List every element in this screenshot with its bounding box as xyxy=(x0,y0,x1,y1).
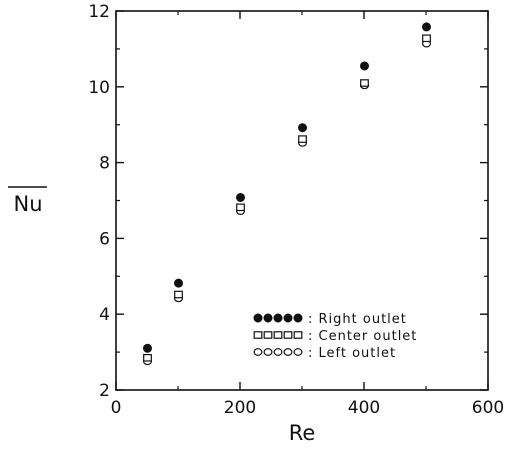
x-tick-label: 200 xyxy=(224,398,256,418)
data-point xyxy=(143,353,152,362)
legend-marker xyxy=(273,313,283,323)
data-point xyxy=(422,22,431,32)
legend-marker xyxy=(273,348,283,356)
y-tick-label: 6 xyxy=(99,229,110,249)
y-axis-label: Nu xyxy=(13,192,42,216)
legend-label: : Center outlet xyxy=(308,329,417,344)
legend-marker xyxy=(293,331,303,339)
data-point xyxy=(360,61,369,71)
legend-marker xyxy=(253,348,263,356)
tick-labels: 0 200 400 600 2 4 6 8 10 12 xyxy=(88,2,504,418)
data-point xyxy=(422,34,431,43)
legend-entry: : Left outlet xyxy=(253,346,396,361)
legend-marker xyxy=(283,348,293,356)
legend-marker xyxy=(293,348,303,356)
legend: : Right outlet : Center outlet : Left outl… xyxy=(253,312,417,361)
x-tick-label: 600 xyxy=(472,398,504,418)
legend-marker xyxy=(283,331,293,339)
y-tick-label: 4 xyxy=(99,305,110,325)
legend-marker xyxy=(283,313,293,323)
x-tick-label: 400 xyxy=(348,398,380,418)
legend-marker xyxy=(253,331,263,339)
legend-marker xyxy=(263,348,273,356)
legend-marker xyxy=(293,313,303,323)
y-tick-label: 10 xyxy=(88,78,110,98)
x-tick-label: 0 xyxy=(111,398,122,418)
legend-marker xyxy=(273,331,283,339)
data-point xyxy=(298,123,307,133)
legend-marker xyxy=(263,313,273,323)
series-open-square xyxy=(143,34,431,362)
legend-entry: : Center outlet xyxy=(253,329,417,344)
legend-label: : Left outlet xyxy=(308,346,396,361)
legend-label: : Right outlet xyxy=(308,312,407,327)
legend-marker xyxy=(253,313,263,323)
axis-ticks xyxy=(115,10,489,391)
y-tick-label: 12 xyxy=(88,2,110,22)
y-tick-label: 2 xyxy=(99,381,110,401)
legend-entry: : Right outlet xyxy=(253,312,407,327)
data-point xyxy=(143,343,152,353)
data-point xyxy=(298,135,307,143)
data-point xyxy=(236,203,245,212)
data-point xyxy=(174,278,183,288)
data-point xyxy=(236,192,245,202)
legend-marker xyxy=(263,331,273,339)
series-filled-circle xyxy=(143,22,431,353)
x-axis-label: Re xyxy=(289,421,316,445)
y-axis-label-group: Nu xyxy=(8,186,47,216)
y-tick-label: 8 xyxy=(99,154,110,174)
data-points xyxy=(143,22,432,366)
data-point xyxy=(360,79,369,87)
data-point xyxy=(174,290,183,299)
